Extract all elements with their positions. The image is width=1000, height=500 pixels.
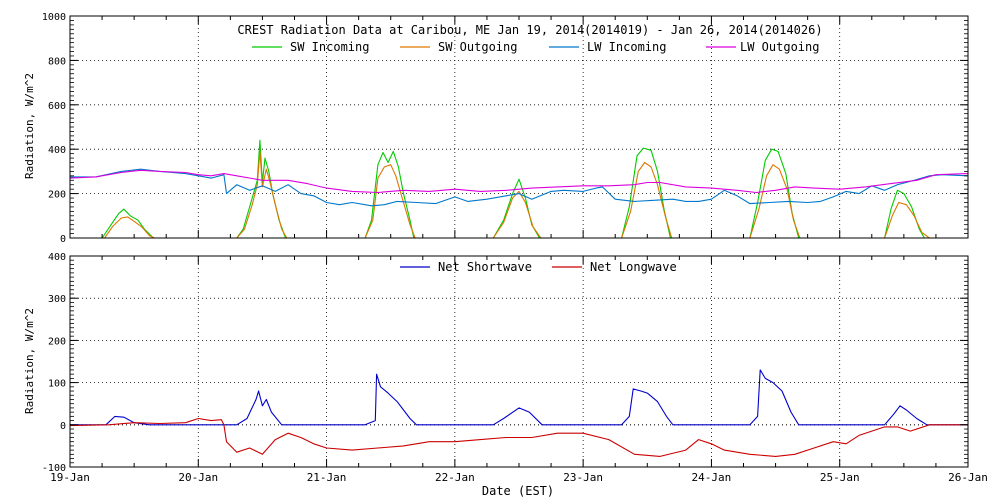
series-line-net-shortwave <box>70 369 968 426</box>
upper-y-axis-label: Radiation, W/m^2 <box>23 73 36 179</box>
x-tick-label: 26-Jan <box>948 471 988 484</box>
lower-legend: Net Shortwave Net Longwave <box>400 260 677 274</box>
y-tick-label: 200 <box>48 336 66 347</box>
y-tick-label: 800 <box>48 56 66 67</box>
legend-label-sw-incoming: SW Incoming <box>290 40 369 54</box>
lower-ticks: -100 0 100 200 300 400 <box>42 252 969 474</box>
y-tick-label: 400 <box>48 145 66 156</box>
upper-legend: SW Incoming SW Outgoing LW Incoming LW Outg… <box>252 40 819 54</box>
series-line-sw-outgoing <box>70 150 968 239</box>
x-tick-label: 20-Jan <box>178 471 218 484</box>
x-tick-label: 23-Jan <box>563 471 603 484</box>
lower-y-axis-label: Radiation, W/m^2 <box>23 308 36 414</box>
x-axis-label: Date (EST) <box>482 484 554 498</box>
legend-label-lw-incoming: LW Incoming <box>587 40 666 54</box>
lower-panel: -100 0 100 200 300 400 Net Shortwave Net Longw… <box>23 252 969 474</box>
upper-panel: 0 200 400 600 800 1000 CREST Radiation Data a… <box>23 12 969 245</box>
series-line-lw-outgoing <box>69 169 969 194</box>
y-tick-label: 100 <box>48 379 66 390</box>
series-line-lw-incoming <box>70 168 969 207</box>
y-tick-label: 1000 <box>42 12 66 23</box>
y-tick-label: 300 <box>48 294 66 305</box>
x-tick-label: 19-Jan <box>50 471 90 484</box>
legend-label-net-shortwave: Net Shortwave <box>438 260 532 274</box>
lower-series <box>69 369 968 457</box>
y-tick-label: 200 <box>48 190 66 201</box>
upper-ticks: 0 200 400 600 800 1000 <box>42 12 969 245</box>
x-tick-label: 21-Jan <box>307 471 347 484</box>
x-tick-label: 25-Jan <box>820 471 860 484</box>
legend-label-lw-outgoing: LW Outgoing <box>740 40 819 54</box>
x-axis-tick-labels: 19-Jan 20-Jan 21-Jan 22-Jan 23-Jan 24-Jan 25-J… <box>50 471 988 484</box>
y-tick-label: 0 <box>60 234 66 245</box>
x-tick-label: 22-Jan <box>435 471 475 484</box>
y-tick-label: 0 <box>60 421 66 432</box>
legend-label-net-longwave: Net Longwave <box>590 260 677 274</box>
y-tick-label: 600 <box>48 101 66 112</box>
x-tick-label: 24-Jan <box>692 471 732 484</box>
series-line-net-longwave <box>69 417 968 457</box>
y-tick-label: -100 <box>42 463 66 474</box>
legend-label-sw-outgoing: SW Outgoing <box>438 40 517 54</box>
upper-grid <box>70 16 968 238</box>
chart-title: CREST Radiation Data at Caribou, ME Jan … <box>237 23 822 37</box>
y-tick-label: 400 <box>48 252 66 263</box>
